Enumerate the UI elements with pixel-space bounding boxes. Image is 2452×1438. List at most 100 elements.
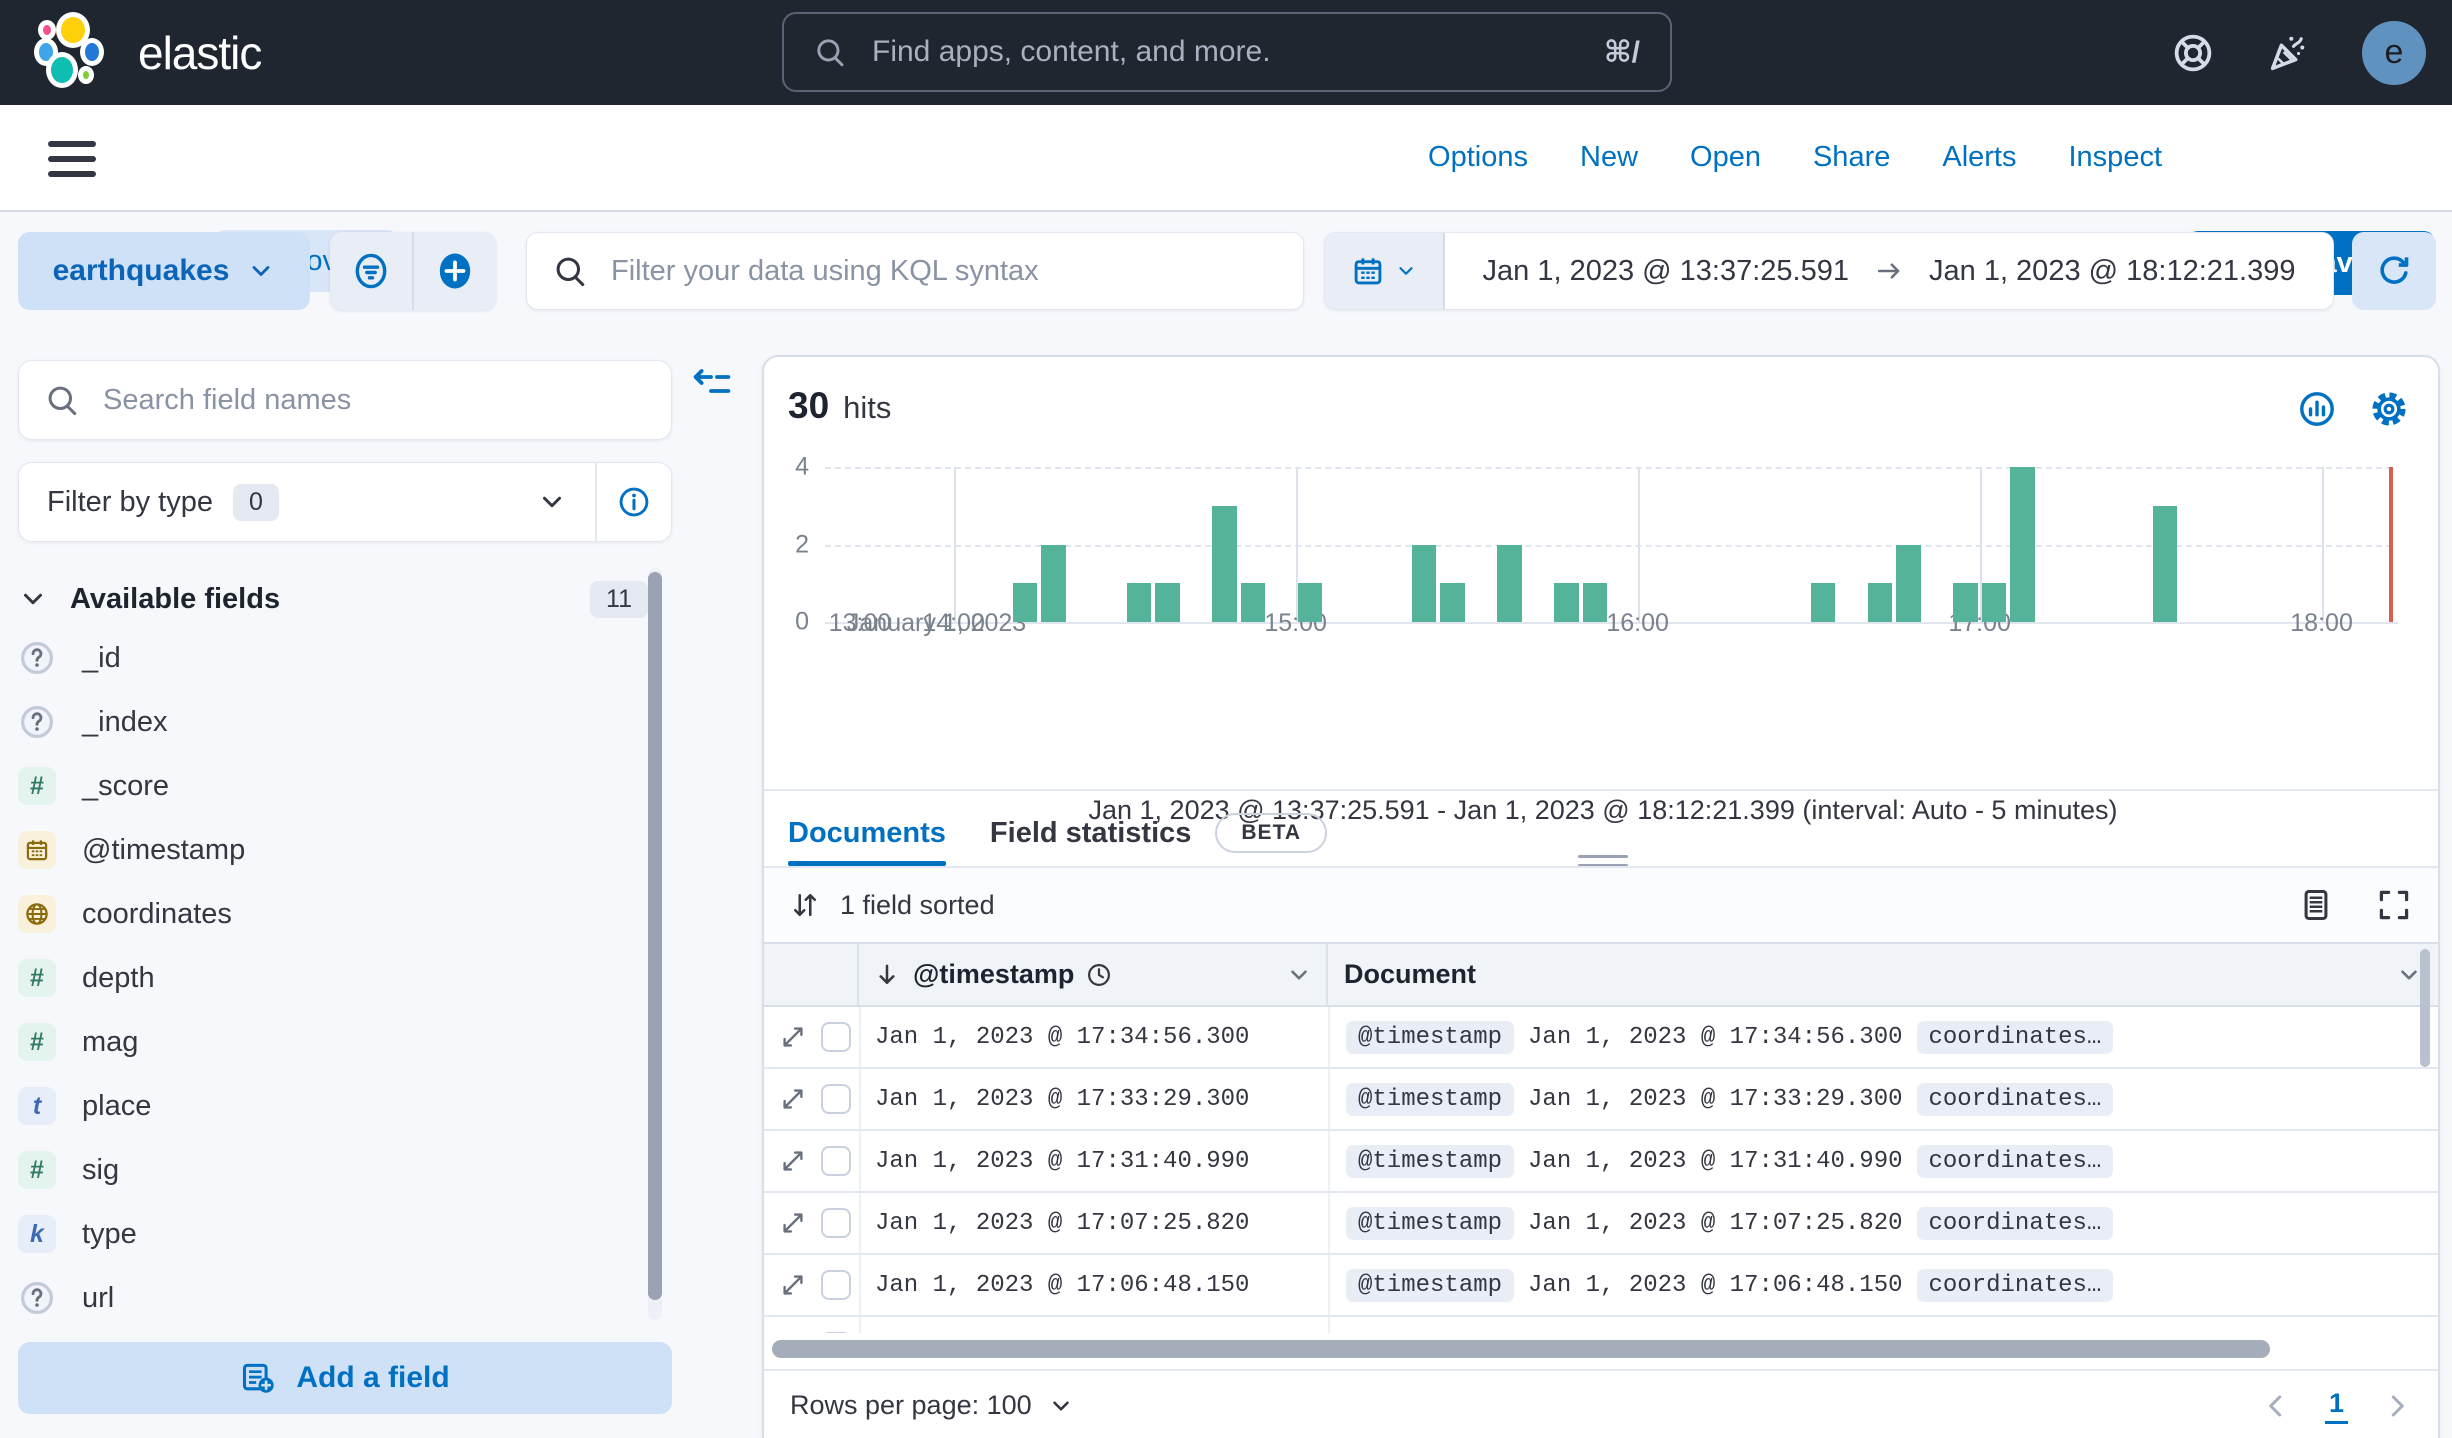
field-badge: @timestamp [1346, 1144, 1515, 1178]
date-from[interactable]: Jan 1, 2023 @ 13:37:25.591 [1482, 254, 1849, 287]
field-item-coordinates[interactable]: coordinates [18, 882, 638, 946]
histogram-bar[interactable] [1867, 583, 1893, 622]
tab-documents[interactable]: Documents [788, 802, 946, 866]
histogram-bar[interactable] [2152, 505, 2178, 622]
nav-link-options[interactable]: Options [1428, 141, 1528, 173]
histogram-bar[interactable] [1212, 505, 1237, 622]
histogram-bar[interactable] [2010, 467, 2035, 622]
histogram-bar[interactable] [1953, 583, 1978, 622]
expand-row-icon[interactable] [779, 1023, 807, 1051]
histogram-bar[interactable] [1582, 583, 1608, 622]
field-item-index[interactable]: _index [18, 690, 638, 754]
data-view-picker[interactable]: earthquakes [18, 232, 310, 310]
available-fields-header[interactable]: Available fields 11 [18, 572, 648, 626]
row-checkbox[interactable] [820, 1146, 851, 1176]
date-quick-select-button[interactable] [1325, 233, 1445, 309]
field-item-score[interactable]: # _score [18, 754, 638, 818]
expand-row-icon[interactable] [779, 1085, 807, 1113]
nav-link-inspect[interactable]: Inspect [2068, 141, 2163, 173]
fullscreen-icon[interactable] [2376, 887, 2412, 923]
add-field-button[interactable]: Add a field [18, 1342, 672, 1414]
sidebar-scrollbar-thumb[interactable] [648, 572, 662, 1300]
histogram-bar[interactable] [1126, 583, 1152, 622]
histogram-bar[interactable] [1497, 544, 1522, 622]
edit-visualization-icon[interactable] [2298, 390, 2336, 428]
field-item-mag[interactable]: # mag [18, 1010, 638, 1074]
sort-fields-icon[interactable] [790, 890, 820, 920]
row-checkbox[interactable] [820, 1208, 851, 1238]
display-options-table-icon[interactable] [2298, 887, 2334, 923]
row-checkbox[interactable] [820, 1084, 851, 1114]
rows-per-page-label: Rows per page: 100 [790, 1390, 1032, 1420]
news-party-icon[interactable] [2266, 31, 2310, 75]
next-page-icon[interactable] [2382, 1391, 2412, 1421]
add-field-icon [240, 1360, 276, 1396]
filter-by-type-dropdown[interactable]: Filter by type 0 [18, 462, 672, 542]
histogram-bar[interactable] [1896, 544, 1921, 622]
grid-column-document[interactable]: Document [1328, 944, 2438, 1005]
global-header: elastic Find apps, content, and more. ⌘/… [0, 0, 2452, 105]
calendar-icon [1351, 254, 1385, 288]
histogram-bar[interactable] [1981, 583, 2007, 622]
pagination: 1 [2261, 1388, 2412, 1424]
histogram-bar[interactable] [1297, 583, 1323, 622]
collapse-sidebar-icon[interactable] [692, 366, 732, 406]
previous-page-icon[interactable] [2261, 1391, 2291, 1421]
histogram-bar[interactable] [1155, 583, 1180, 622]
histogram-bar[interactable] [1554, 583, 1579, 622]
field-item-id[interactable]: _id [18, 626, 638, 690]
nav-link-alerts[interactable]: Alerts [1942, 141, 2017, 173]
nav-link-share[interactable]: Share [1812, 141, 1891, 173]
nav-link-open[interactable]: Open [1690, 141, 1761, 173]
histogram-bar[interactable] [1411, 544, 1437, 622]
row-checkbox[interactable] [820, 1332, 851, 1333]
field-badge: coordinates… [1916, 1082, 2114, 1116]
avatar[interactable]: e [2362, 20, 2426, 85]
expand-row-icon[interactable] [779, 1209, 807, 1237]
menu-icon[interactable] [48, 141, 96, 177]
histogram-bar[interactable] [1810, 583, 1836, 622]
histogram-bar[interactable] [1041, 544, 1066, 622]
rows-per-page-dropdown[interactable]: Rows per page: 100 [790, 1390, 1074, 1421]
add-filter-button[interactable] [412, 232, 496, 310]
search-icon [45, 383, 79, 417]
grid-vertical-scrollbar-thumb[interactable] [2420, 949, 2430, 1067]
refresh-button[interactable] [2352, 232, 2436, 310]
field-item-timestamp[interactable]: @timestamp [18, 818, 638, 882]
nav-link-new[interactable]: New [1580, 141, 1639, 173]
expand-row-icon[interactable] [779, 1271, 807, 1299]
resize-handle[interactable] [1578, 849, 1628, 873]
field-search-input[interactable]: Search field names [18, 360, 672, 440]
chevron-down-icon[interactable] [2396, 962, 2422, 988]
chart-options-gear-icon[interactable] [2370, 390, 2408, 428]
tab-field-statistics[interactable]: Field statistics BETA [990, 802, 1327, 864]
hits-label: hits [843, 390, 892, 425]
help-icon[interactable] [2172, 32, 2214, 74]
timestamp-cell: Jan 1, 2023 @ 17:07:25.820 [875, 1209, 1250, 1237]
filter-icon [352, 252, 390, 290]
global-search-input[interactable]: Find apps, content, and more. ⌘/ [782, 12, 1672, 92]
row-checkbox[interactable] [820, 1022, 851, 1052]
row-checkbox[interactable] [820, 1270, 851, 1300]
grid-horizontal-scrollbar-thumb[interactable] [772, 1340, 2270, 1358]
field-item-place[interactable]: t place [18, 1074, 638, 1138]
kql-query-input[interactable]: Filter your data using KQL syntax [526, 232, 1304, 310]
field-info-button[interactable] [595, 463, 671, 541]
filter-menu-button[interactable] [330, 232, 412, 310]
date-to[interactable]: Jan 1, 2023 @ 18:12:21.399 [1929, 254, 2296, 287]
field-item-sig[interactable]: # sig [18, 1138, 638, 1202]
field-item-depth[interactable]: # depth [18, 946, 638, 1010]
field-name: @timestamp [82, 833, 246, 866]
page-number[interactable]: 1 [2324, 1388, 2348, 1424]
elastic-logo-icon [34, 12, 116, 94]
field-item-type[interactable]: k type [18, 1202, 638, 1266]
histogram-bar[interactable] [1440, 583, 1465, 622]
sorted-fields-label[interactable]: 1 field sorted [840, 889, 995, 920]
histogram-bar[interactable] [1240, 583, 1266, 622]
grid-column-timestamp[interactable]: @timestamp [859, 944, 1328, 1005]
chevron-down-icon[interactable] [1286, 962, 1312, 988]
expand-row-icon[interactable] [779, 1147, 807, 1175]
elastic-logo[interactable]: elastic [34, 12, 262, 94]
field-item-url[interactable]: url [18, 1266, 638, 1330]
histogram-bar[interactable] [1012, 583, 1038, 622]
